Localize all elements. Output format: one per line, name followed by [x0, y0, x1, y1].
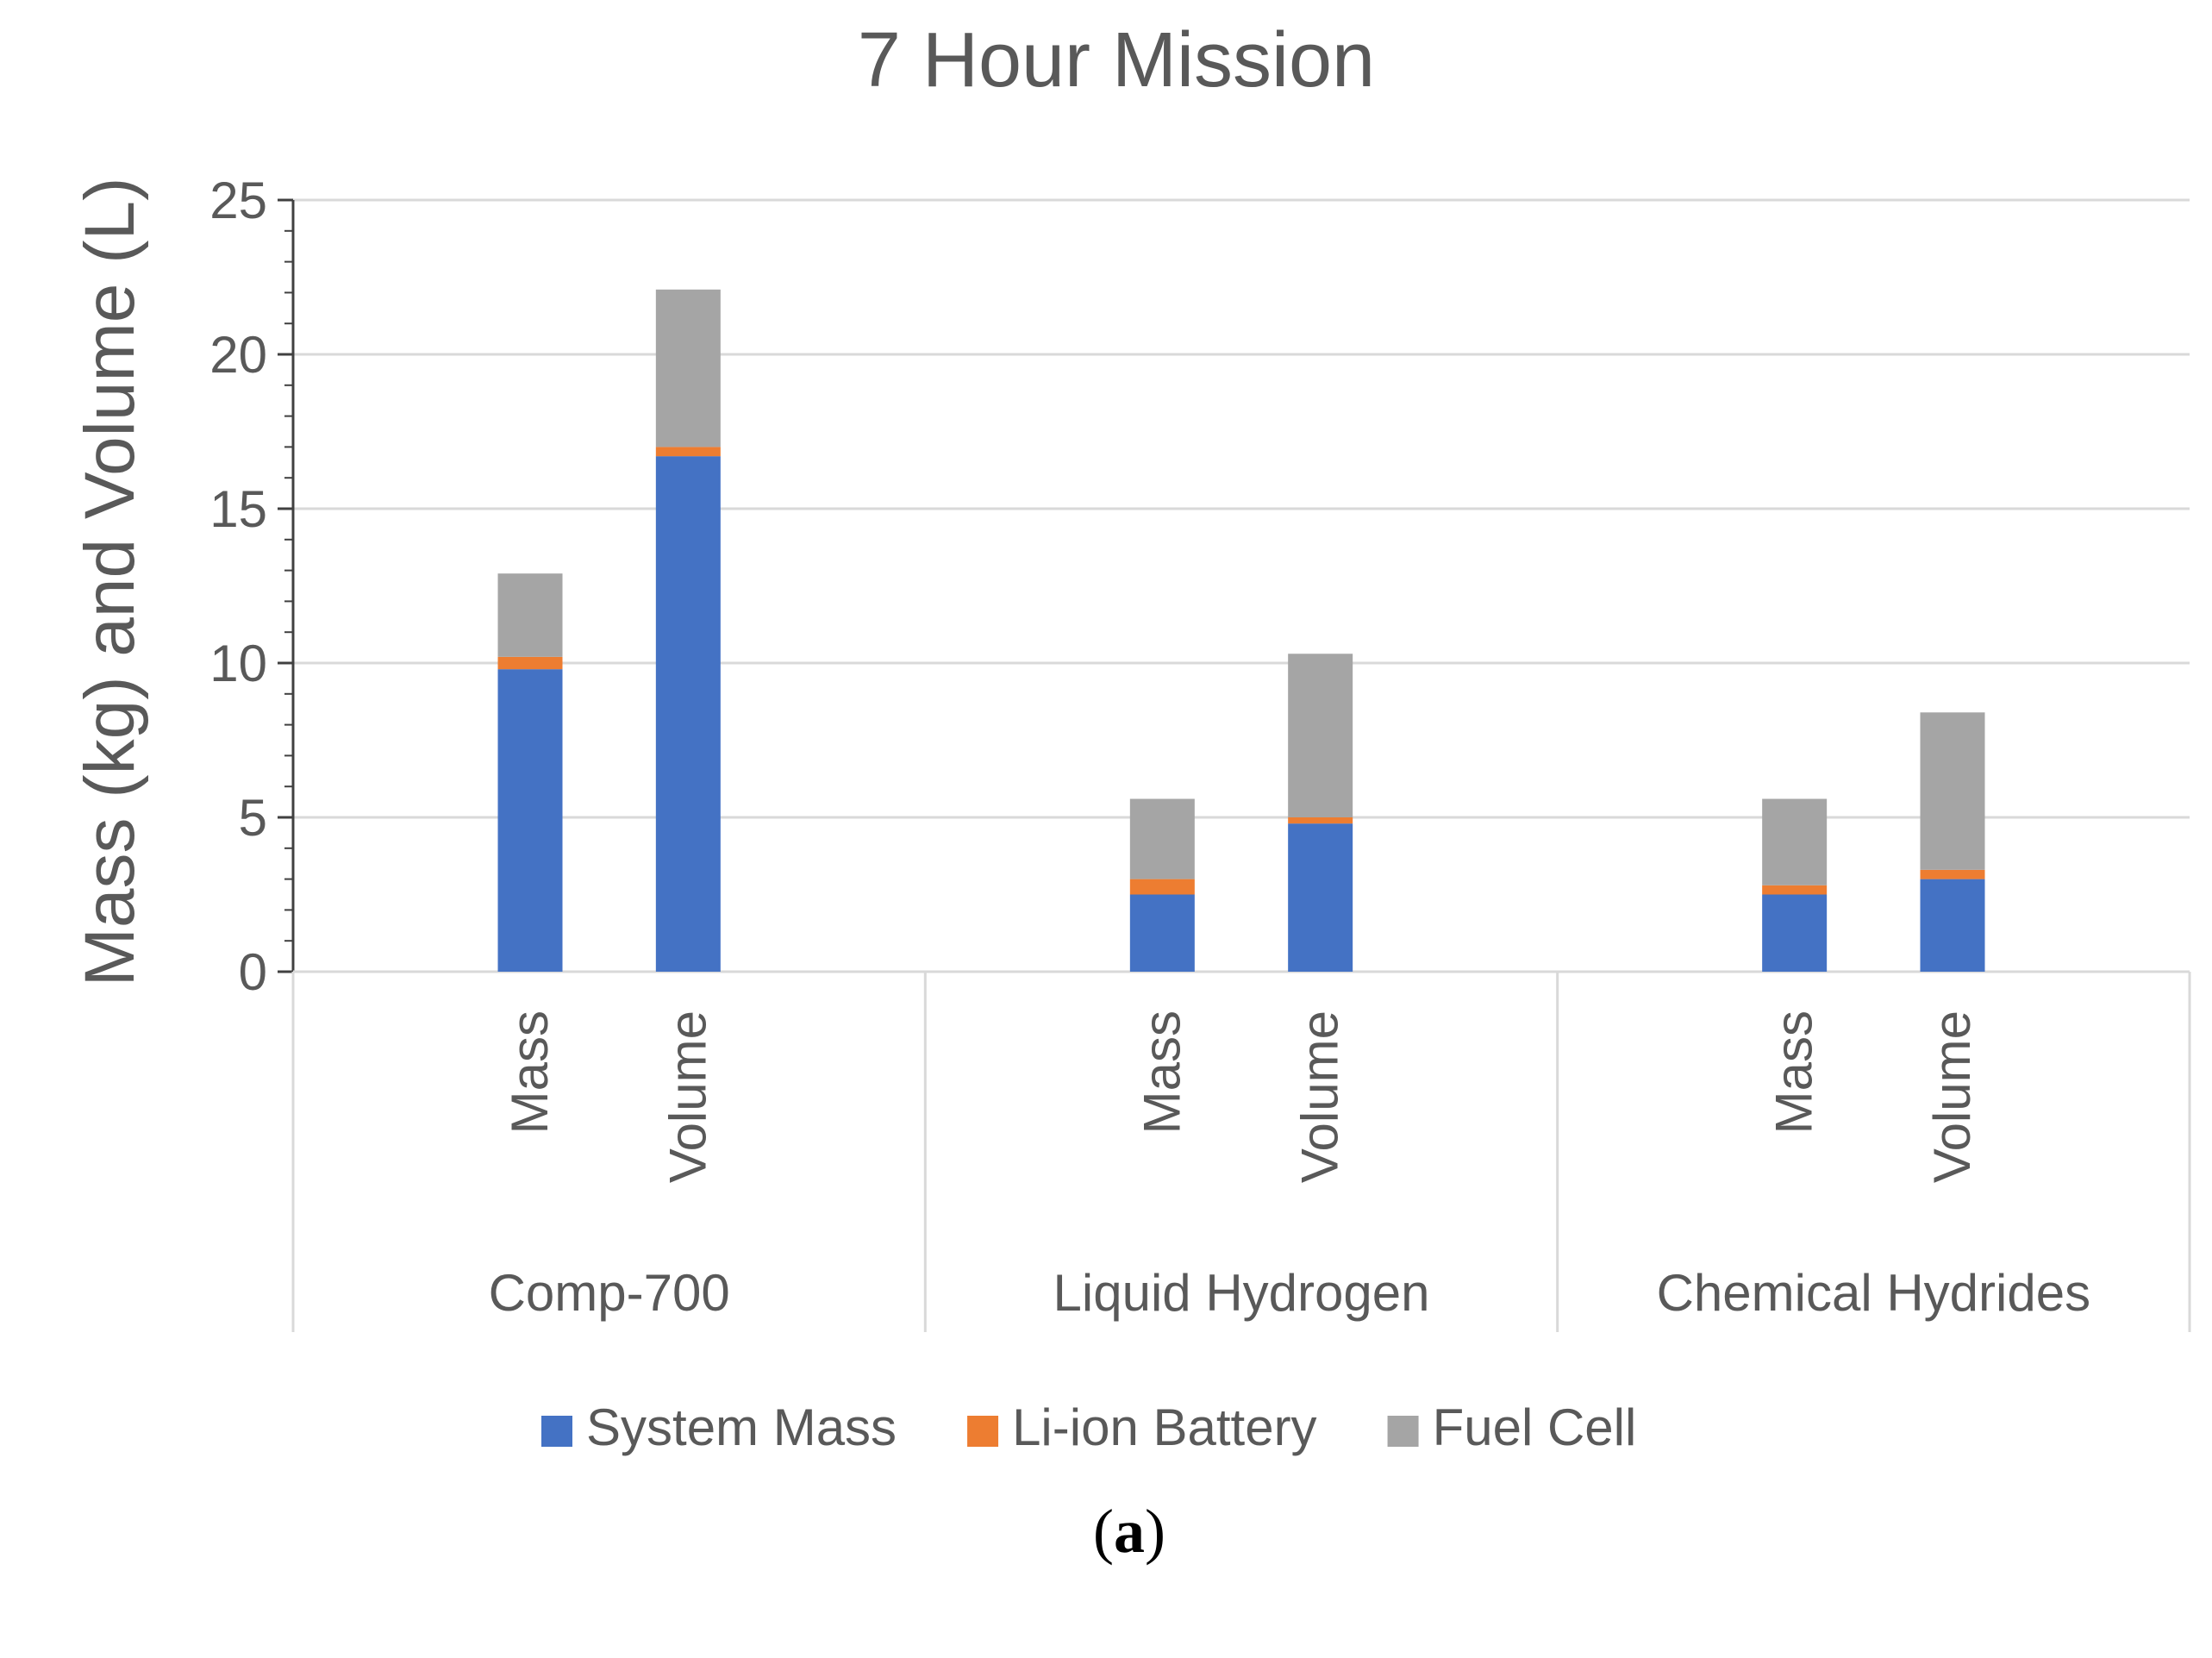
legend-item: Li-ion Battery	[967, 1398, 1317, 1456]
y-axis-label: Mass (kg) and Volume (L)	[71, 178, 149, 987]
caption-close-paren: )	[1145, 1497, 1165, 1566]
bar-segment	[1288, 817, 1353, 824]
x-category-label: Volume	[1923, 1010, 1981, 1183]
grid-lines	[293, 198, 2190, 819]
y-tick-label: 5	[239, 789, 267, 847]
bar-segment	[1920, 879, 1985, 972]
x-category-label: Mass	[501, 1010, 559, 1134]
bar-segment	[1129, 894, 1195, 972]
bar-segment	[655, 456, 721, 972]
bar-segment	[1762, 894, 1828, 972]
x-category-label: Mass	[1765, 1010, 1823, 1134]
bar-segment	[1129, 798, 1195, 879]
caption-letter: a	[1114, 1497, 1145, 1566]
legend-label: Li-ion Battery	[1012, 1398, 1317, 1456]
y-tick-label: 25	[209, 172, 267, 229]
bar-segment	[1762, 798, 1828, 885]
x-category-label: Mass	[1133, 1010, 1190, 1134]
legend-label: Fuel Cell	[1433, 1398, 1637, 1456]
caption-open-paren: (	[1093, 1497, 1114, 1566]
bar-segment	[1762, 885, 1828, 895]
bar-segment	[655, 289, 721, 447]
bars	[497, 289, 1985, 972]
x-axis-labels: Comp-700 Mass Volume Liquid Hydrogen Mass Vol…	[291, 972, 2191, 1332]
figure-caption: (a)	[1093, 1497, 1165, 1566]
x-category-label: Volume	[659, 1010, 716, 1183]
bar-segment	[1920, 869, 1985, 879]
legend-item: System Mass	[541, 1398, 897, 1456]
x-group-label: Comp-700	[489, 1264, 730, 1322]
chart-title: 7 Hour Mission	[858, 17, 1375, 103]
legend-item: Fuel Cell	[1387, 1398, 1637, 1456]
y-tick-label: 20	[209, 326, 267, 384]
bar-segment	[497, 573, 563, 657]
legend-swatch	[1387, 1416, 1419, 1447]
bar-segment	[1288, 823, 1353, 972]
x-group-label: Liquid Hydrogen	[1053, 1264, 1430, 1322]
y-tick-label: 15	[209, 480, 267, 538]
legend-swatch	[541, 1416, 572, 1447]
y-tick-label: 10	[209, 635, 267, 692]
legend-swatch	[967, 1416, 999, 1447]
legend: System Mass Li-ion Battery Fuel Cell	[541, 1398, 1636, 1456]
bar-segment	[1920, 712, 1985, 870]
bar-segment	[1288, 654, 1353, 817]
bar-segment	[655, 447, 721, 457]
x-group-label: Chemical Hydrides	[1657, 1264, 2091, 1322]
legend-label: System Mass	[586, 1398, 897, 1456]
y-tick-label: 0	[239, 943, 267, 1001]
x-category-label: Volume	[1291, 1010, 1349, 1183]
y-axis: 0 5 10 15 20 25	[209, 172, 2190, 1001]
bar-segment	[497, 656, 563, 670]
bar-segment	[1129, 879, 1195, 895]
bar-segment	[497, 669, 563, 972]
